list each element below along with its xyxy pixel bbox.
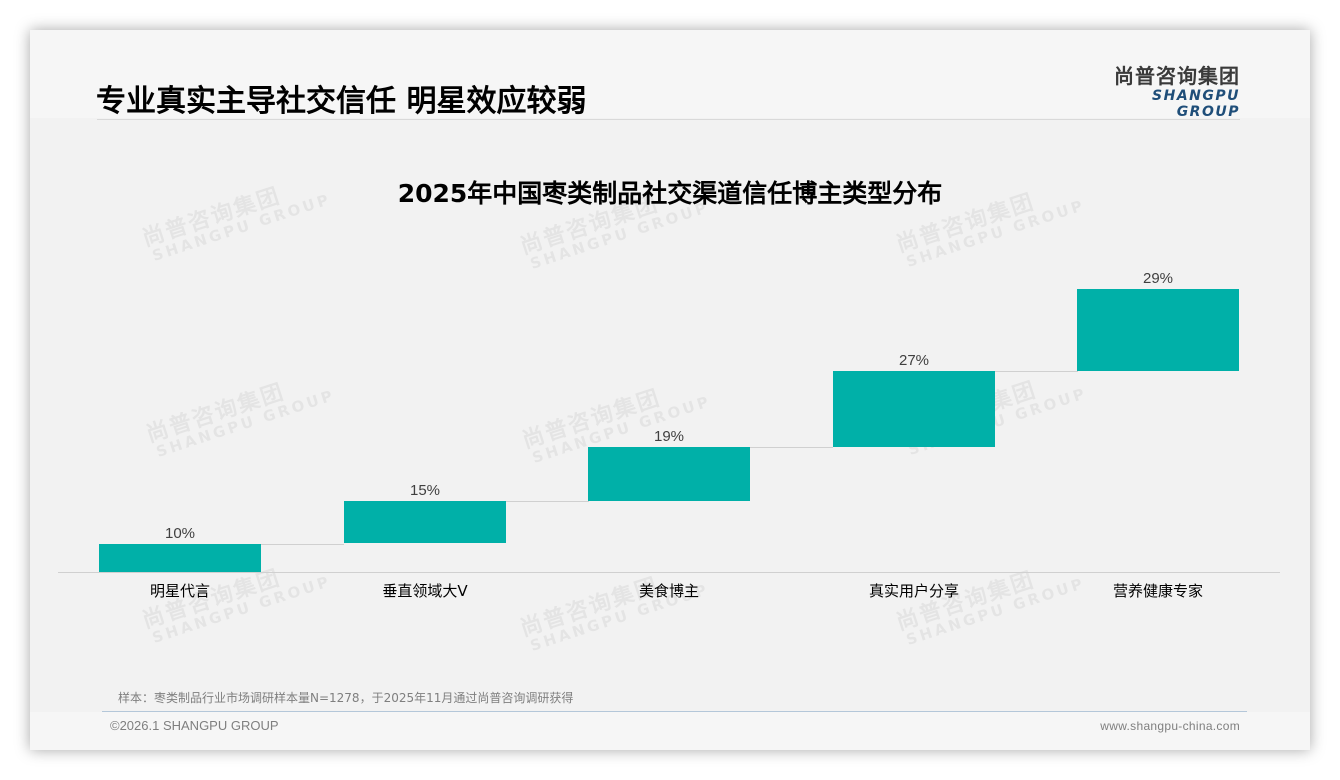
data-label: 27% xyxy=(898,352,930,369)
data-label: 19% xyxy=(653,428,685,445)
website-link[interactable]: www.shangpu-china.com xyxy=(1100,719,1240,733)
category-label: 垂直领域大V xyxy=(382,582,468,600)
category-label: 明星代言 xyxy=(149,582,210,600)
page-title: 专业真实主导社交信任 明星效应较弱 xyxy=(96,84,587,119)
data-label: 10% xyxy=(164,525,196,542)
copyright-text: ©2026.1 SHANGPU GROUP xyxy=(110,718,279,733)
logo-en-text: SHANGPU GROUP xyxy=(1152,88,1240,120)
bar-0 xyxy=(99,544,261,572)
logo-cn-text: 尚普咨询集团 xyxy=(1114,64,1240,88)
title-divider xyxy=(97,119,1240,120)
footer-band xyxy=(30,712,1310,750)
footer-divider xyxy=(102,711,1247,712)
data-label: 15% xyxy=(409,482,441,499)
bar-3 xyxy=(833,371,995,447)
category-label: 营养健康专家 xyxy=(1112,582,1203,600)
connector-line xyxy=(261,544,344,545)
connector-line xyxy=(506,501,589,502)
slide-card: 专业真实主导社交信任 明星效应较弱 尚普咨询集团 SHANGPU GROUP 尚… xyxy=(30,30,1310,750)
connector-line xyxy=(995,371,1078,372)
data-label: 29% xyxy=(1142,270,1174,287)
category-label: 美食博主 xyxy=(638,582,699,600)
chart-title: 2025年中国枣类制品社交渠道信任博主类型分布 xyxy=(397,179,943,208)
bar-2 xyxy=(588,447,750,501)
connector-line xyxy=(750,447,833,448)
source-note: 样本：枣类制品行业市场调研样本量N=1278，于2025年11月通过尚普咨询调研… xyxy=(118,691,574,705)
header-band xyxy=(30,30,1310,118)
category-label: 真实用户分享 xyxy=(868,582,959,600)
bar-1 xyxy=(344,501,506,543)
x-axis-baseline xyxy=(58,572,1280,573)
company-logo: 尚普咨询集团 SHANGPU GROUP xyxy=(1088,64,1240,120)
bar-4 xyxy=(1077,289,1239,371)
